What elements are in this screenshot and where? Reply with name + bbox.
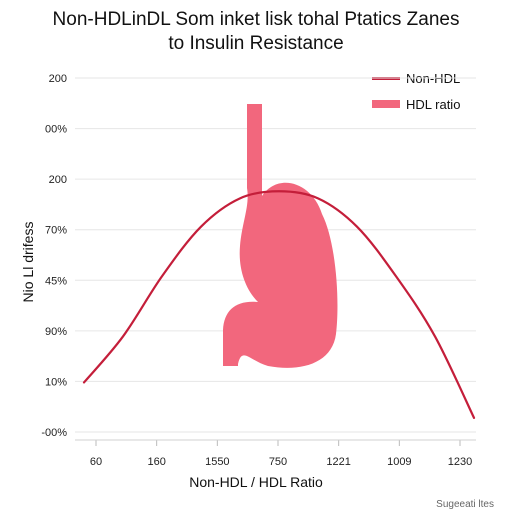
watermark: Sugeeati ltes [436,499,494,510]
x-tick-label: 750 [269,456,287,468]
legend-label-hdl-ratio: HDL ratio [406,96,461,112]
y-tick-label: 200 [49,174,67,186]
chart-title-line-1: Non-HDLinDL Som inket lisk tohal Ptatics… [52,9,460,30]
y-tick-label: 10% [45,376,67,388]
chart-title-line-2: to Insulin Resistance [168,33,344,54]
y-axis-label: Nio Ll drifess [20,221,36,303]
y-tick-label: 200 [49,73,67,85]
x-tick-label: 1550 [205,456,229,468]
legend-swatch-hdl-ratio [372,100,400,108]
x-tick-label: 1009 [387,456,411,468]
y-tick-label: 45% [45,275,67,287]
y-tick-labels: 200 00% 200 70% 45% 90% 10% -00% [41,73,67,439]
stomach-illustration [223,104,338,368]
x-tick-label: 1221 [326,456,350,468]
y-tick-label: -00% [41,427,67,439]
series-line-non-hdl [82,190,476,419]
y-tick-label: 90% [45,326,67,338]
x-tick-label: 60 [90,456,102,468]
y-tick-label: 00% [45,124,67,136]
y-tick-label: 70% [45,225,67,237]
x-tick-labels: 60 160 1550 750 1221 1009 1230 [90,440,472,468]
x-axis-label: Non-HDL / HDL Ratio [189,474,323,490]
x-tick-label: 160 [147,456,165,468]
legend-item-hdl-ratio: HDL ratio [372,95,460,113]
x-tick-label: 1230 [448,456,472,468]
